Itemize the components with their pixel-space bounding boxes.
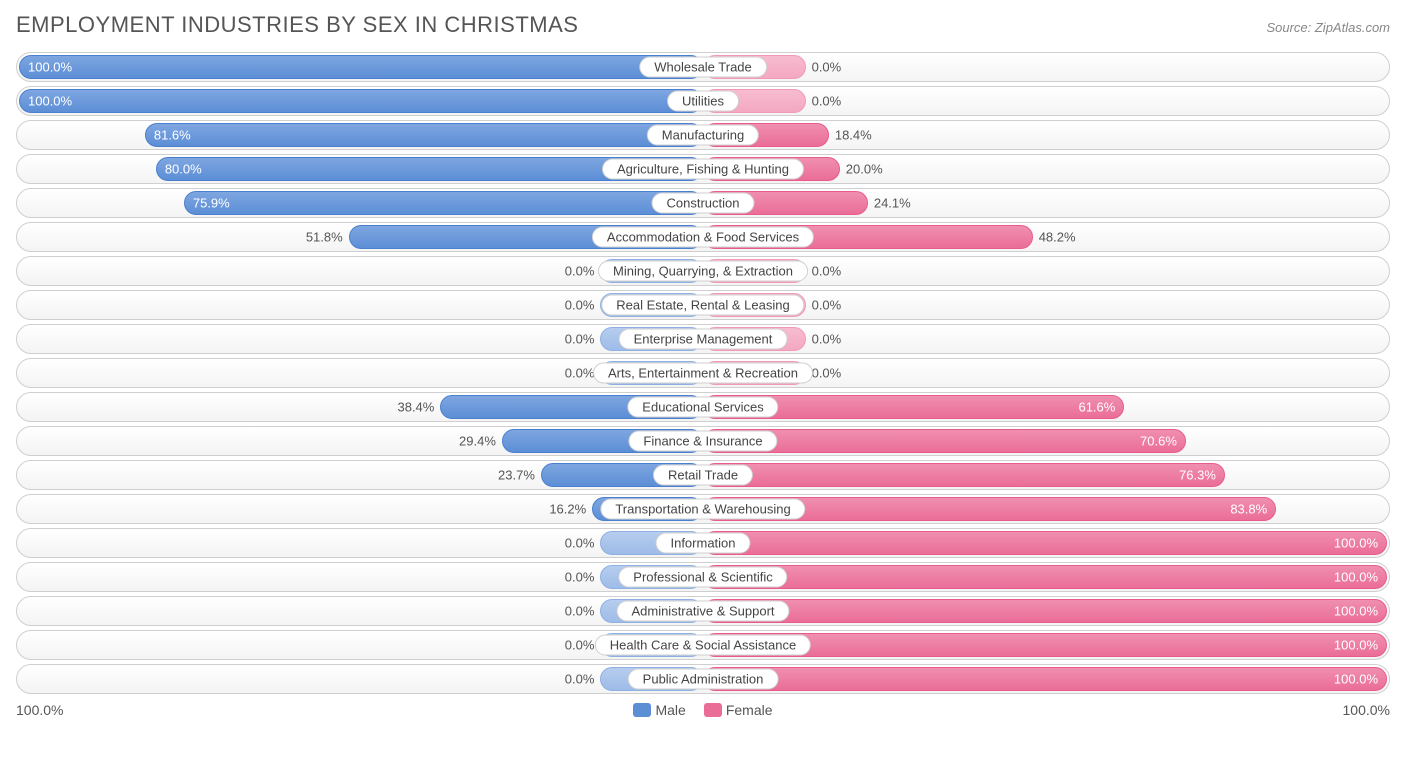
chart-row: 0.0% 100.0% Health Care & Social Assistanc… xyxy=(16,630,1390,660)
male-bar: 81.6% xyxy=(145,123,703,147)
legend-label-male: Male xyxy=(655,702,685,718)
category-label: Utilities xyxy=(667,91,739,112)
male-pct-label: 0.0% xyxy=(565,298,595,313)
female-pct-label: 0.0% xyxy=(812,332,842,347)
chart-row: 0.0% 0.0%Arts, Entertainment & Recreation xyxy=(16,358,1390,388)
male-pct-label: 0.0% xyxy=(565,332,595,347)
female-pct-label: 76.3% xyxy=(1179,468,1216,483)
diverging-bar-chart: 100.0% 0.0% Wholesale Trade 100.0% 0.0% Utili… xyxy=(16,52,1390,694)
category-label: Mining, Quarrying, & Extraction xyxy=(598,261,808,282)
male-bar: 100.0% xyxy=(19,55,703,79)
female-bar: 76.3% xyxy=(703,463,1225,487)
category-label: Construction xyxy=(652,193,755,214)
chart-row: 0.0% 100.0% Administrative & Support xyxy=(16,596,1390,626)
legend-item-female: Female xyxy=(704,702,773,718)
female-swatch-icon xyxy=(704,703,722,717)
legend-item-male: Male xyxy=(633,702,685,718)
male-pct-label: 23.7% xyxy=(498,468,535,483)
male-pct-label: 80.0% xyxy=(165,162,202,177)
category-label: Retail Trade xyxy=(653,465,753,486)
male-pct-label: 0.0% xyxy=(565,264,595,279)
chart-row: 75.9% 24.1% Construction xyxy=(16,188,1390,218)
chart-header: EMPLOYMENT INDUSTRIES BY SEX IN CHRISTMA… xyxy=(16,12,1390,38)
male-pct-label: 0.0% xyxy=(565,604,595,619)
female-pct-label: 83.8% xyxy=(1230,502,1267,517)
male-pct-label: 0.0% xyxy=(565,536,595,551)
female-pct-label: 0.0% xyxy=(812,94,842,109)
female-pct-label: 61.6% xyxy=(1078,400,1115,415)
male-pct-label: 16.2% xyxy=(549,502,586,517)
female-pct-label: 100.0% xyxy=(1334,672,1378,687)
male-pct-label: 0.0% xyxy=(565,366,595,381)
female-pct-label: 100.0% xyxy=(1334,536,1378,551)
chart-row: 16.2% 83.8% Transportation & Warehousing xyxy=(16,494,1390,524)
category-label: Accommodation & Food Services xyxy=(592,227,814,248)
legend-label-female: Female xyxy=(726,702,773,718)
female-pct-label: 100.0% xyxy=(1334,604,1378,619)
female-bar: 100.0% xyxy=(703,531,1387,555)
category-label: Real Estate, Rental & Leasing xyxy=(601,295,804,316)
female-pct-label: 0.0% xyxy=(812,264,842,279)
male-pct-label: 75.9% xyxy=(193,196,230,211)
male-pct-label: 100.0% xyxy=(28,60,72,75)
legend: Male Female xyxy=(63,702,1342,718)
male-pct-label: 0.0% xyxy=(565,638,595,653)
chart-row: 0.0% 0.0% Real Estate, Rental & Leasing xyxy=(16,290,1390,320)
chart-row: 0.0% 100.0% Public Administration xyxy=(16,664,1390,694)
female-pct-label: 70.6% xyxy=(1140,434,1177,449)
chart-source: Source: ZipAtlas.com xyxy=(1266,20,1390,35)
female-pct-label: 18.4% xyxy=(835,128,872,143)
female-bar: 100.0% xyxy=(703,565,1387,589)
chart-row: 0.0% 100.0% Information xyxy=(16,528,1390,558)
axis-label-left: 100.0% xyxy=(16,702,63,718)
female-pct-label: 48.2% xyxy=(1039,230,1076,245)
chart-row: 0.0% 100.0% Professional & Scientific xyxy=(16,562,1390,592)
category-label: Enterprise Management xyxy=(619,329,788,350)
category-label: Wholesale Trade xyxy=(639,57,767,78)
male-bar: 100.0% xyxy=(19,89,703,113)
female-pct-label: 20.0% xyxy=(846,162,883,177)
chart-row: 81.6% 18.4% Manufacturing xyxy=(16,120,1390,150)
category-label: Agriculture, Fishing & Hunting xyxy=(602,159,804,180)
category-label: Transportation & Warehousing xyxy=(600,499,805,520)
category-label: Manufacturing xyxy=(647,125,759,146)
category-label: Finance & Insurance xyxy=(628,431,777,452)
male-pct-label: 38.4% xyxy=(397,400,434,415)
male-pct-label: 29.4% xyxy=(459,434,496,449)
female-bar: 100.0% xyxy=(703,599,1387,623)
male-bar: 75.9% xyxy=(184,191,703,215)
category-label: Administrative & Support xyxy=(616,601,789,622)
male-pct-label: 0.0% xyxy=(565,570,595,585)
category-label: Arts, Entertainment & Recreation xyxy=(593,363,813,384)
chart-row: 0.0%0.0%Mining, Quarrying, & Extraction xyxy=(16,256,1390,286)
category-label: Health Care & Social Assistance xyxy=(595,635,811,656)
chart-row: 29.4% 70.6% Finance & Insurance xyxy=(16,426,1390,456)
male-pct-label: 100.0% xyxy=(28,94,72,109)
female-pct-label: 0.0% xyxy=(812,366,842,381)
axis-label-right: 100.0% xyxy=(1343,702,1390,718)
male-pct-label: 0.0% xyxy=(565,672,595,687)
male-swatch-icon xyxy=(633,703,651,717)
category-label: Information xyxy=(655,533,750,554)
female-pct-label: 100.0% xyxy=(1334,570,1378,585)
category-label: Public Administration xyxy=(628,669,779,690)
female-pct-label: 100.0% xyxy=(1334,638,1378,653)
chart-row: 0.0% 0.0% Enterprise Management xyxy=(16,324,1390,354)
chart-row: 100.0% 0.0% Utilities xyxy=(16,86,1390,116)
category-label: Educational Services xyxy=(627,397,778,418)
chart-footer: 100.0% Male Female 100.0% xyxy=(16,702,1390,718)
female-pct-label: 0.0% xyxy=(812,60,842,75)
female-bar: 100.0% xyxy=(703,667,1387,691)
chart-row: 80.0% 20.0% Agriculture, Fishing & Hunting xyxy=(16,154,1390,184)
chart-row: 100.0% 0.0% Wholesale Trade xyxy=(16,52,1390,82)
chart-row: 51.8% 48.2% Accommodation & Food Services xyxy=(16,222,1390,252)
male-pct-label: 81.6% xyxy=(154,128,191,143)
male-pct-label: 51.8% xyxy=(306,230,343,245)
chart-title: EMPLOYMENT INDUSTRIES BY SEX IN CHRISTMA… xyxy=(16,12,578,38)
chart-row: 38.4% 61.6% Educational Services xyxy=(16,392,1390,422)
category-label: Professional & Scientific xyxy=(618,567,787,588)
female-pct-label: 24.1% xyxy=(874,196,911,211)
chart-row: 23.7% 76.3% Retail Trade xyxy=(16,460,1390,490)
female-pct-label: 0.0% xyxy=(812,298,842,313)
